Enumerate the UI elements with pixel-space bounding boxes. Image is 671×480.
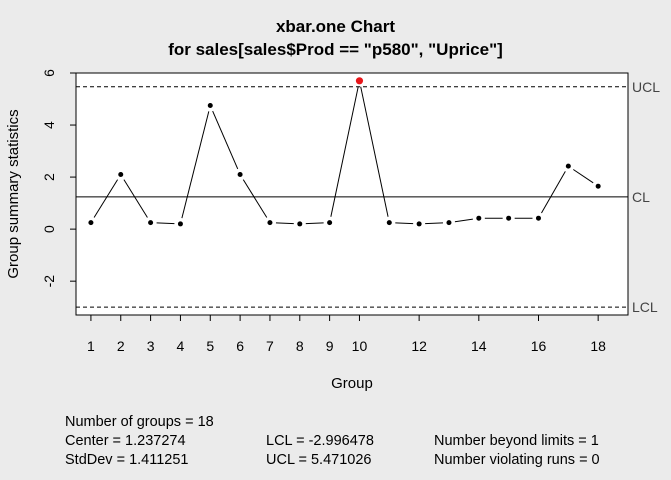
y-tick-label: 4	[41, 121, 57, 129]
x-tick-label: 7	[266, 338, 274, 354]
series-segment	[242, 179, 268, 218]
data-point	[506, 215, 512, 221]
x-tick-label: 6	[236, 338, 244, 354]
y-tick-label: 0	[41, 225, 57, 233]
x-tick-label: 14	[471, 338, 487, 354]
stats-beyond-limits: Number beyond limits = 1	[434, 433, 599, 449]
y-tick-label: 6	[41, 69, 57, 77]
data-point	[237, 171, 243, 177]
data-point	[386, 220, 392, 226]
data-point	[327, 220, 333, 226]
data-point	[297, 221, 303, 227]
series-segment	[93, 179, 119, 218]
x-tick-label: 5	[206, 338, 214, 354]
x-tick-label: 9	[326, 338, 334, 354]
data-point	[416, 221, 422, 227]
stats-lcl: LCL = -2.996478	[266, 433, 374, 449]
x-tick-label: 16	[531, 338, 547, 354]
series-segment	[541, 171, 566, 214]
data-point	[565, 163, 571, 169]
chart-subtitle: for sales[sales$Prod == "p580", "Uprice"…	[168, 40, 503, 59]
series-segment	[181, 111, 210, 219]
series-segment	[123, 179, 148, 218]
data-point	[446, 220, 452, 226]
plot-area	[75, 72, 629, 316]
stats-violating-runs: Number violating runs = 0	[434, 452, 600, 468]
series-segment	[425, 222, 444, 225]
series-segment	[360, 86, 389, 217]
data-point	[595, 183, 601, 189]
y-tick-label: -2	[41, 275, 57, 288]
data-point-violation	[355, 77, 364, 85]
series-segment	[305, 222, 324, 225]
x-tick-label: 18	[590, 338, 606, 354]
series-segment	[156, 222, 175, 225]
chart-title: xbar.one Chart	[275, 17, 396, 36]
data-point	[267, 220, 273, 226]
series-segment	[454, 218, 473, 223]
data-point	[207, 103, 213, 109]
stats-ucl: UCL = 5.471026	[266, 452, 372, 468]
series-segment	[395, 222, 414, 225]
x-tick-label: 3	[147, 338, 155, 354]
lcl-label: LCL	[632, 299, 658, 315]
series-segment	[330, 86, 359, 217]
x-tick-label: 4	[177, 338, 185, 354]
x-axis-label: Group	[331, 375, 373, 392]
data-point	[88, 220, 94, 226]
ucl-label: UCL	[632, 79, 660, 95]
data-point	[148, 220, 154, 226]
data-point	[177, 221, 183, 227]
cl-label: CL	[632, 189, 650, 205]
y-axis-label: Group summary statistics	[5, 109, 22, 278]
y-tick-label: 2	[41, 173, 57, 181]
series-segment	[573, 169, 594, 184]
stats-center: Center = 1.237274	[65, 433, 186, 449]
x-tick-label: 2	[117, 338, 125, 354]
series-segment	[212, 110, 239, 170]
series-segment	[275, 222, 294, 225]
x-tick-label: 8	[296, 338, 304, 354]
stats-groups: Number of groups = 18	[65, 414, 214, 430]
stats-stddev: StdDev = 1.411251	[65, 452, 189, 468]
x-tick-label: 10	[352, 338, 368, 354]
x-tick-label: 12	[411, 338, 427, 354]
data-point	[535, 215, 541, 221]
data-point	[118, 171, 124, 177]
x-tick-label: 1	[87, 338, 95, 354]
data-point	[476, 215, 482, 221]
